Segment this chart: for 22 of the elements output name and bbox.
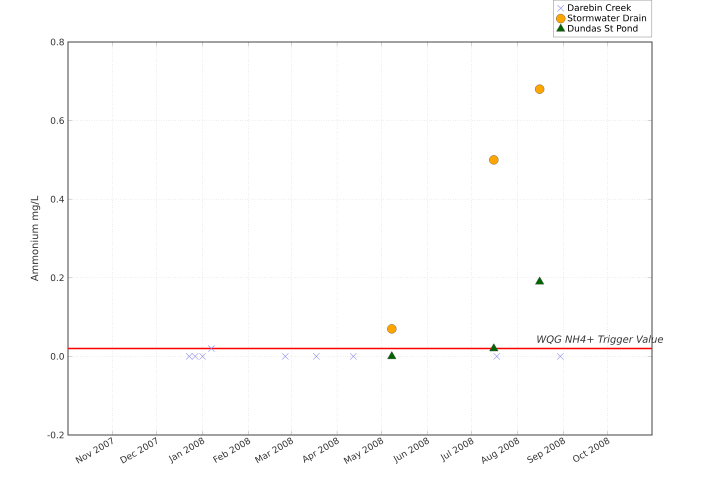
legend-label: Stormwater Drain [568, 14, 646, 22]
point [387, 351, 396, 360]
y-tick-label: -0.2 [47, 432, 64, 438]
point [534, 84, 544, 94]
y-tick-label: 0.0 [50, 352, 64, 360]
point [489, 343, 498, 352]
y-tick-label: 0.2 [50, 274, 64, 282]
y-axis-title: Ammonium mg/L [30, 196, 40, 282]
point [556, 352, 564, 360]
point [489, 155, 498, 165]
legend-label: Darebin Creek [568, 4, 632, 12]
y-tick-label: 0.8 [50, 38, 64, 46]
point [282, 352, 289, 360]
point [387, 324, 396, 334]
point [493, 352, 500, 360]
point [208, 345, 215, 352]
point [312, 352, 320, 360]
y-tick-label: 0.6 [50, 117, 64, 124]
point [350, 352, 357, 360]
point [535, 276, 544, 284]
y-tick-label: 0.4 [50, 196, 64, 203]
legend-label: Dundas St Pond [568, 24, 638, 32]
